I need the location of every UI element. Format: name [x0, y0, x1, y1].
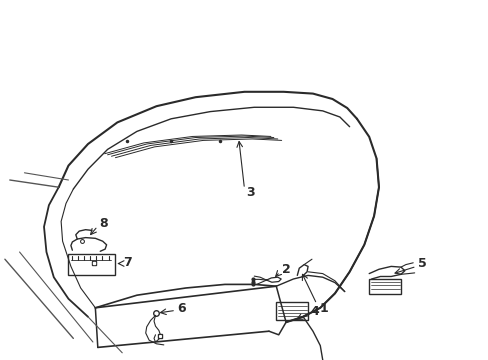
Text: 6: 6: [177, 302, 186, 315]
Text: 8: 8: [99, 217, 108, 230]
Text: 3: 3: [245, 186, 254, 199]
Bar: [68, 254, 115, 275]
Text: 1: 1: [319, 302, 327, 315]
Text: 5: 5: [417, 257, 426, 270]
Text: 4: 4: [310, 305, 319, 318]
Text: 2: 2: [281, 263, 290, 276]
Text: 7: 7: [123, 256, 132, 269]
Bar: [368, 279, 400, 294]
Bar: [276, 302, 307, 320]
